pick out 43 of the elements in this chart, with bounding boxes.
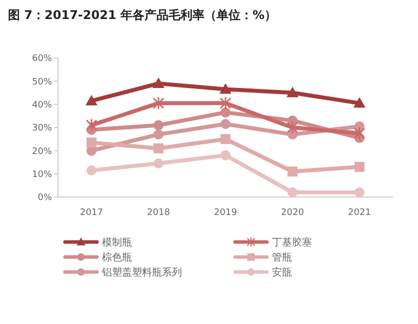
y-tick-label: 0% [38,193,52,204]
point [154,143,164,154]
point [220,107,230,118]
y-tick-label: 60% [32,54,52,64]
x-tick-label: 2018 [147,208,170,218]
x-tick-label: 2019 [214,208,238,218]
point [354,162,364,172]
point [354,187,364,198]
point [86,118,98,132]
point [220,96,232,110]
legend-label: 模制瓶 [102,236,132,248]
y-tick-label: 30% [32,124,52,134]
y-tick-label: 40% [32,100,52,110]
point [288,166,298,177]
point [220,134,230,144]
x-tick-label: 2021 [348,208,371,218]
point [354,97,366,108]
point [86,138,96,148]
legend-label: 丁基胶塞 [272,236,312,248]
point [86,94,98,106]
point [152,77,164,88]
point [220,150,230,160]
chart-title: 图 7：2017-2021 年各产品毛利率（单位：%） [8,8,277,22]
point [288,187,298,198]
y-tick-label: 20% [32,146,52,157]
point [286,86,298,98]
point [152,96,164,110]
point [220,119,230,130]
y-tick-label: 50% [32,77,52,88]
point [86,165,96,176]
x-tick-label: 2017 [80,208,103,218]
legend-label: 管瓶 [272,252,292,264]
point [354,126,366,140]
legend-label: 棕色瓶 [102,252,132,264]
point [154,158,164,168]
legend-label: 安瓿 [272,266,292,278]
y-tick-label: 10% [32,170,52,180]
point [154,129,164,140]
point [286,120,298,134]
point [154,120,164,130]
x-tick-label: 2020 [281,208,304,218]
point [220,83,232,94]
legend-label: 铝塑盖塑料瓶系列 [101,266,182,278]
